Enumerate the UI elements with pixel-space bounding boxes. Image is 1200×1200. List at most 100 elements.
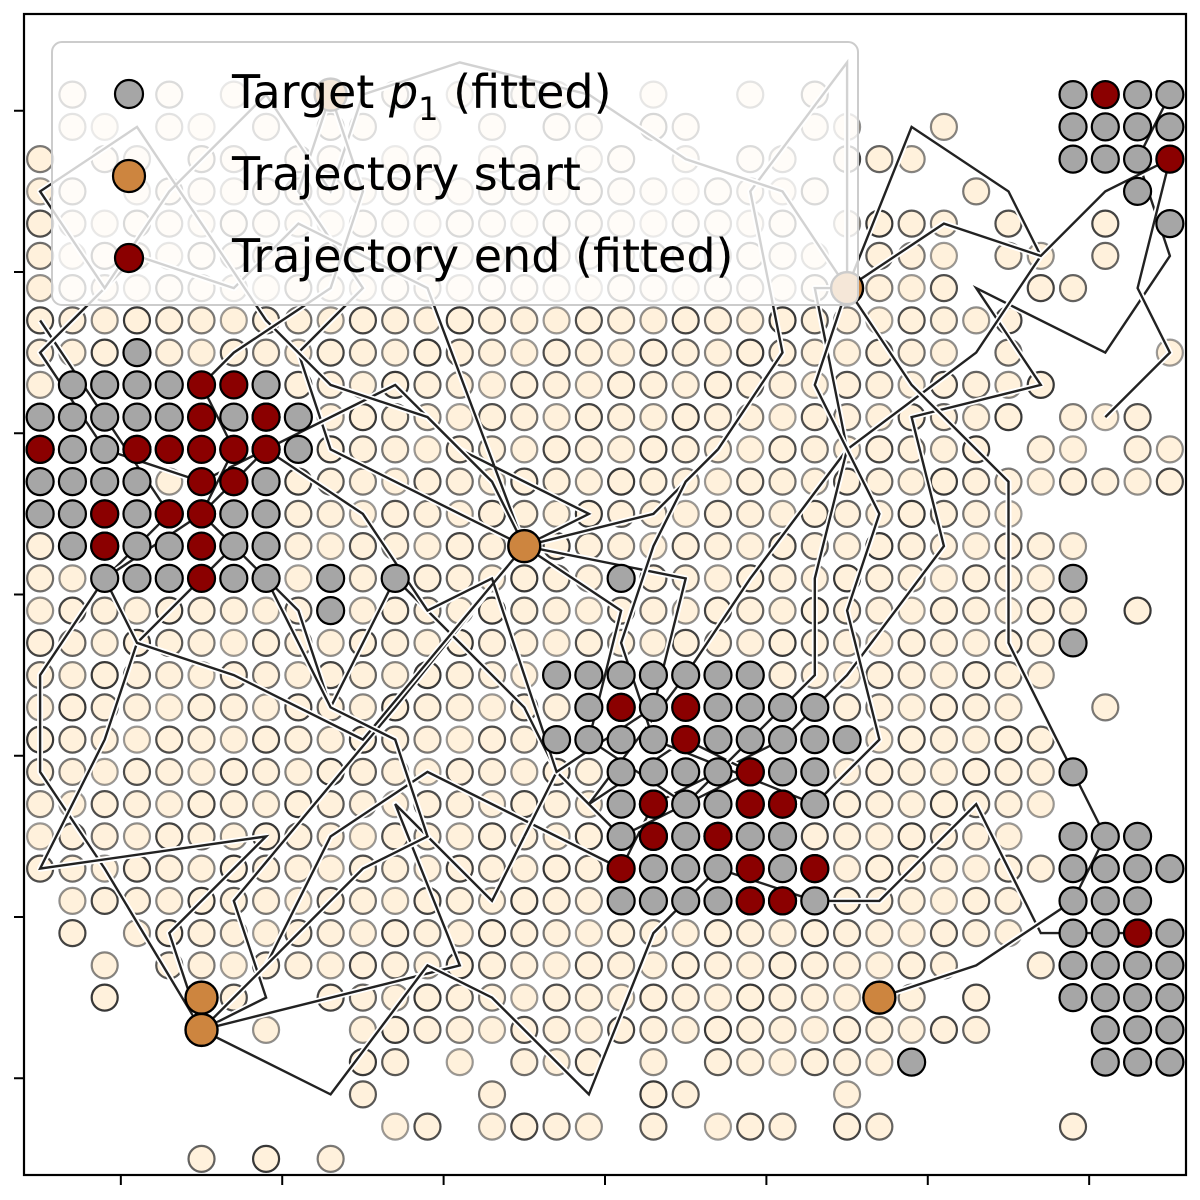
background-point bbox=[865, 919, 894, 948]
background-point bbox=[768, 1048, 797, 1077]
background-point bbox=[832, 1080, 862, 1109]
background-point bbox=[187, 757, 216, 786]
background-point bbox=[639, 403, 668, 432]
background-point bbox=[703, 306, 733, 335]
legend-label-start: Trajectory start bbox=[231, 147, 581, 201]
target-point bbox=[1058, 112, 1088, 142]
target-point bbox=[122, 467, 152, 497]
background-point bbox=[929, 564, 959, 593]
background-point bbox=[316, 919, 345, 948]
trajectory-end-point bbox=[671, 725, 701, 755]
background-point bbox=[832, 951, 862, 980]
background-point bbox=[639, 306, 668, 335]
target-point bbox=[735, 692, 765, 722]
target-point bbox=[1058, 628, 1088, 658]
target-point bbox=[1155, 854, 1185, 884]
target-point bbox=[1090, 950, 1120, 980]
background-point bbox=[832, 919, 862, 948]
background-point bbox=[929, 693, 959, 722]
background-point bbox=[671, 370, 700, 399]
target-point bbox=[1155, 918, 1185, 948]
background-point bbox=[574, 919, 603, 948]
background-point bbox=[929, 596, 959, 625]
background-point bbox=[800, 822, 829, 851]
target-point bbox=[90, 402, 120, 432]
background-point bbox=[381, 338, 410, 367]
target-point bbox=[638, 886, 669, 916]
background-point bbox=[122, 693, 152, 722]
background-point bbox=[1123, 467, 1152, 496]
background-point bbox=[122, 757, 152, 786]
background-point bbox=[1091, 693, 1120, 722]
background-point bbox=[962, 306, 991, 335]
target-point bbox=[283, 434, 313, 464]
target-point bbox=[1058, 757, 1088, 787]
trajectory-line bbox=[201, 286, 849, 1032]
background-point bbox=[542, 1015, 571, 1044]
background-point bbox=[251, 757, 281, 786]
background-point bbox=[477, 403, 507, 432]
background-point bbox=[994, 790, 1023, 819]
target-point bbox=[735, 660, 765, 690]
background-point bbox=[90, 306, 119, 335]
background-point bbox=[122, 725, 152, 754]
background-point bbox=[1091, 467, 1120, 496]
background-point bbox=[510, 403, 539, 432]
trajectory-end-point bbox=[638, 789, 669, 819]
background-point bbox=[897, 499, 926, 528]
background-point bbox=[897, 886, 926, 915]
background-point bbox=[800, 919, 829, 948]
background-point bbox=[865, 1112, 894, 1141]
background-point bbox=[90, 822, 119, 851]
background-point bbox=[929, 725, 959, 754]
target-point bbox=[1155, 1015, 1185, 1045]
target-point bbox=[606, 757, 636, 787]
background-point bbox=[897, 725, 926, 754]
trajectory-end-point bbox=[186, 370, 217, 400]
target-point bbox=[122, 338, 152, 368]
background-point bbox=[929, 435, 959, 464]
background-point bbox=[445, 403, 474, 432]
background-point bbox=[897, 790, 926, 819]
background-point bbox=[800, 951, 829, 980]
background-point bbox=[962, 1015, 991, 1044]
background-point bbox=[510, 306, 539, 335]
background-point bbox=[897, 757, 926, 786]
target-point bbox=[800, 886, 830, 916]
target-point bbox=[1122, 80, 1153, 110]
background-point bbox=[284, 499, 313, 528]
background-point bbox=[413, 435, 442, 464]
background-point bbox=[639, 338, 668, 367]
background-point bbox=[348, 532, 378, 561]
background-point bbox=[639, 435, 668, 464]
target-point bbox=[57, 402, 88, 432]
background-point bbox=[768, 467, 797, 496]
target-point bbox=[1122, 886, 1153, 916]
background-point bbox=[703, 338, 733, 367]
target-point bbox=[251, 467, 281, 497]
background-point bbox=[58, 919, 87, 948]
background-point bbox=[929, 886, 959, 915]
target-point bbox=[671, 886, 701, 916]
target-point bbox=[25, 402, 55, 432]
background-point bbox=[155, 822, 184, 851]
background-point bbox=[607, 951, 636, 980]
trajectory-end-point bbox=[606, 854, 636, 884]
background-point bbox=[574, 983, 603, 1012]
background-point bbox=[445, 886, 474, 915]
background-point bbox=[542, 628, 571, 657]
background-point bbox=[736, 467, 765, 496]
trajectory-end-point bbox=[1155, 144, 1185, 174]
background-point bbox=[865, 435, 894, 464]
background-point bbox=[929, 112, 959, 141]
background-point bbox=[316, 499, 345, 528]
background-point bbox=[574, 951, 603, 980]
background-point bbox=[1058, 596, 1088, 625]
background-point bbox=[703, 951, 733, 980]
background-point bbox=[607, 435, 636, 464]
background-point bbox=[929, 790, 959, 819]
target-point bbox=[251, 499, 281, 529]
background-point bbox=[574, 435, 603, 464]
background-point bbox=[348, 951, 378, 980]
